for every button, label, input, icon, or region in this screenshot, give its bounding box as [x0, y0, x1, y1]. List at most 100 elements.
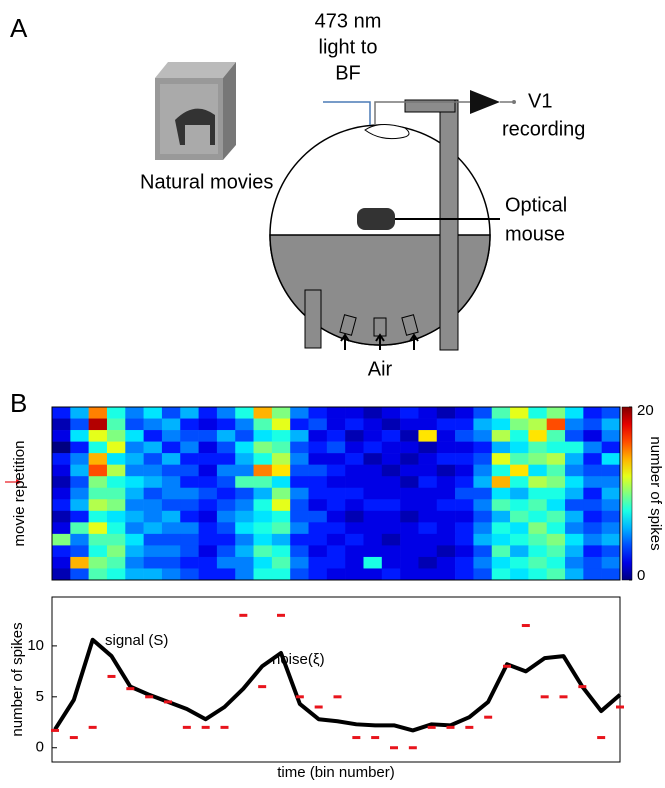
heatmap-cell: [382, 488, 401, 500]
heatmap-cell: [547, 442, 566, 454]
heatmap-cell: [382, 499, 401, 511]
heatmap-cell: [235, 499, 254, 511]
heatmap-cell: [125, 442, 144, 454]
light-label: BF: [335, 62, 361, 84]
heatmap-cell: [327, 557, 346, 569]
heatmap-cell: [547, 545, 566, 557]
heatmap-cell: [437, 453, 456, 465]
heatmap-cell: [162, 465, 181, 477]
heatmap-cell: [602, 430, 621, 442]
heatmap-cell: [418, 568, 437, 580]
heatmap-cell: [235, 476, 254, 488]
heatmap-cell: [162, 430, 181, 442]
heatmap-cell: [528, 476, 547, 488]
heatmap-cell: [89, 419, 108, 431]
heatmap-cell: [510, 453, 529, 465]
heatmap-cell: [473, 499, 492, 511]
heatmap-cell: [565, 419, 584, 431]
air-label: Air: [368, 358, 393, 380]
heatmap-cell: [602, 534, 621, 546]
heatmap-cell: [547, 522, 566, 534]
heatmap-cell: [199, 476, 218, 488]
heatmap-cell: [455, 442, 474, 454]
heatmap-cell: [125, 557, 144, 569]
heatmap-cell: [217, 499, 236, 511]
heatmap-cell: [309, 407, 328, 419]
heatmap-cell: [455, 407, 474, 419]
heatmap-cell: [473, 442, 492, 454]
heatmap-cell: [565, 488, 584, 500]
heatmap-cell: [565, 430, 584, 442]
heatmap-cell: [583, 488, 602, 500]
heatmap-cell: [52, 545, 71, 557]
heatmap-cell: [602, 407, 621, 419]
heatmap-cell: [528, 522, 547, 534]
heatmap-cell: [382, 557, 401, 569]
heatmap-cell: [107, 499, 126, 511]
y-axis-label: number of spikes: [9, 622, 26, 736]
heatmap-cell: [290, 419, 309, 431]
heatmap-cell: [565, 557, 584, 569]
heatmap-cell: [437, 430, 456, 442]
heatmap-cell: [235, 557, 254, 569]
heatmap-cell: [363, 465, 382, 477]
heatmap-cell: [473, 407, 492, 419]
heatmap-cell: [235, 453, 254, 465]
heatmap-cell: [437, 499, 456, 511]
heatmap-cell: [418, 534, 437, 546]
heatmap-cell: [309, 568, 328, 580]
heatmap-cell: [107, 453, 126, 465]
heatmap-cell: [528, 568, 547, 580]
light-label: 473 nm: [315, 10, 382, 32]
heatmap-cell: [235, 545, 254, 557]
heatmap-cell: [217, 545, 236, 557]
heatmap-cell: [144, 442, 163, 454]
heatmap-cell: [107, 511, 126, 523]
heatmap-cell: [327, 511, 346, 523]
y-axis-label: movie repetition: [11, 441, 28, 547]
heatmap-cell: [52, 557, 71, 569]
heatmap-cell: [602, 465, 621, 477]
heatmap-cell: [199, 557, 218, 569]
heatmap-cell: [272, 557, 291, 569]
heatmap-cell: [583, 430, 602, 442]
heatmap-cell: [455, 568, 474, 580]
heatmap-cell: [602, 499, 621, 511]
heatmap-cell: [309, 488, 328, 500]
heatmap-cell: [70, 499, 89, 511]
heatmap-cell: [492, 499, 511, 511]
colorbar-tick-label: 20: [637, 402, 654, 419]
heatmap-cell: [602, 545, 621, 557]
heatmap-cell: [583, 545, 602, 557]
heatmap-cell: [254, 407, 273, 419]
heatmap-cell: [162, 499, 181, 511]
heatmap-cell: [125, 407, 144, 419]
heatmap-cell: [235, 419, 254, 431]
heatmap-cell: [565, 442, 584, 454]
heatmap-cell: [345, 545, 364, 557]
heatmap-cell: [254, 453, 273, 465]
heatmap-cell: [510, 568, 529, 580]
heatmap-cell: [565, 534, 584, 546]
heatmap-cell: [89, 534, 108, 546]
heatmap-cell: [327, 534, 346, 546]
heatmap-cell: [547, 419, 566, 431]
heatmap-cell: [144, 545, 163, 557]
heatmap-cell: [473, 534, 492, 546]
heatmap-cell: [180, 522, 199, 534]
heatmap-cell: [290, 522, 309, 534]
heatmap-cell: [528, 557, 547, 569]
heatmap-cell: [107, 522, 126, 534]
heatmap-cell: [125, 499, 144, 511]
heatmap-cell: [418, 499, 437, 511]
heatmap-cell: [70, 465, 89, 477]
heatmap-cell: [492, 522, 511, 534]
heatmap-cell: [70, 534, 89, 546]
heatmap-cell: [363, 511, 382, 523]
heatmap-cell: [382, 476, 401, 488]
heatmap-cell: [382, 522, 401, 534]
heatmap-cell: [345, 522, 364, 534]
heatmap-cell: [437, 419, 456, 431]
heatmap-cell: [418, 545, 437, 557]
heatmap-cell: [89, 488, 108, 500]
